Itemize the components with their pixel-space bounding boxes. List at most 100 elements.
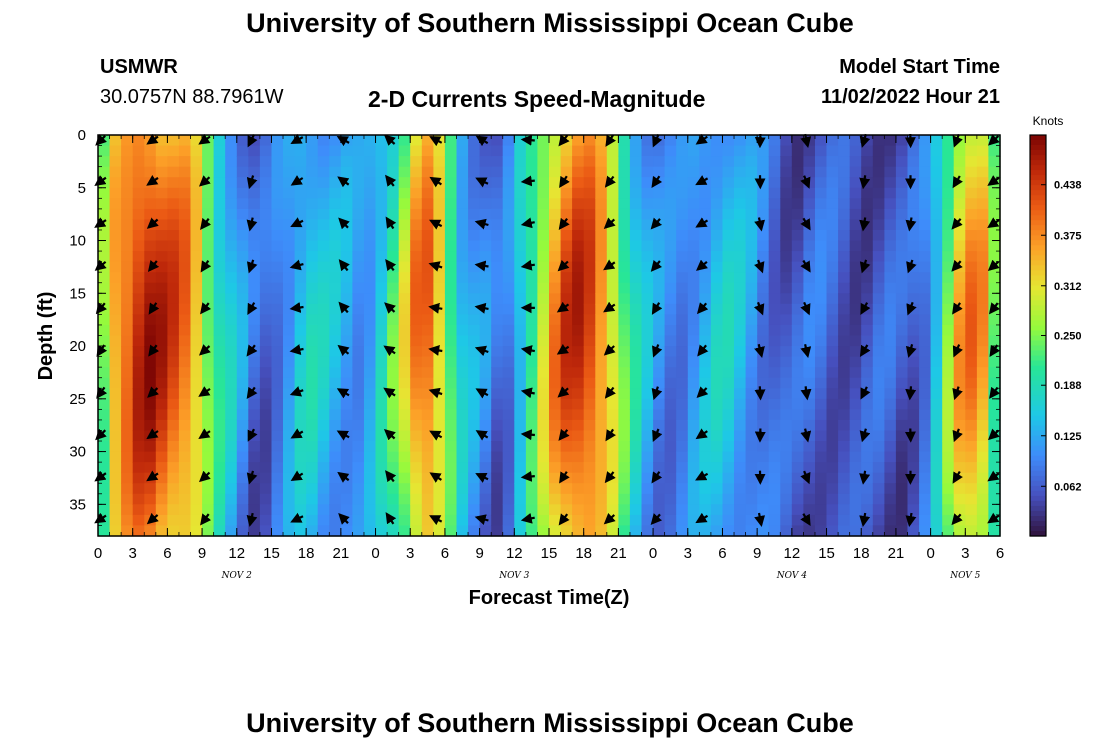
current-arrow	[557, 386, 570, 398]
heatmap-cell	[364, 377, 377, 389]
heatmap-cell	[213, 198, 226, 210]
heatmap-cell	[872, 367, 885, 379]
heatmap-cell	[653, 462, 666, 474]
heatmap-cell	[895, 282, 909, 294]
heatmap-cell	[768, 251, 781, 263]
heatmap-cell	[768, 388, 781, 400]
heatmap-cell	[791, 409, 804, 421]
heatmap-cell	[757, 356, 770, 368]
heatmap-cell	[583, 430, 596, 442]
heatmap-cell	[687, 303, 700, 315]
heatmap-cell	[502, 156, 515, 168]
heatmap-cell	[248, 251, 261, 263]
heatmap-cell	[167, 135, 180, 147]
heatmap-cell	[572, 324, 585, 337]
heatmap-cell	[491, 462, 504, 474]
heatmap-cell	[456, 398, 469, 410]
heatmap-cell	[757, 198, 770, 210]
current-arrow	[146, 512, 159, 525]
heatmap-cell	[433, 346, 446, 358]
heatmap-cell	[167, 514, 180, 527]
heatmap-cell	[213, 187, 226, 199]
heatmap-cell	[410, 493, 423, 505]
heatmap-cell	[444, 145, 458, 157]
heatmap-cell	[606, 356, 619, 368]
colorbar-segment	[1030, 505, 1046, 512]
heatmap-cell	[178, 282, 192, 294]
heatmap-cell	[976, 493, 990, 505]
heatmap-cell	[768, 166, 781, 178]
heatmap-cell	[629, 493, 643, 505]
heatmap-cell	[375, 504, 388, 516]
heatmap-cell	[942, 251, 955, 263]
heatmap-cell	[352, 272, 365, 284]
heatmap-cell	[109, 145, 122, 157]
heatmap-cell	[283, 324, 296, 337]
heatmap-cell	[942, 166, 955, 178]
heatmap-cell	[780, 409, 793, 421]
heatmap-cell	[653, 525, 666, 537]
heatmap-cell	[895, 198, 909, 210]
heatmap-cell	[687, 230, 700, 242]
heatmap-cell	[502, 261, 515, 273]
colorbar-tick-label: 0.250	[1054, 331, 1082, 343]
heatmap-cell	[734, 303, 747, 315]
heatmap-cell	[595, 208, 608, 221]
heatmap-cell	[155, 398, 168, 410]
heatmap-cell	[942, 472, 955, 484]
heatmap-cell	[757, 441, 770, 453]
current-arrow	[603, 512, 616, 525]
heatmap-cell	[421, 230, 434, 242]
heatmap-cell	[456, 335, 469, 347]
heatmap-cell	[710, 293, 724, 305]
heatmap-cell	[98, 419, 111, 432]
heatmap-cell	[930, 462, 943, 474]
heatmap-cell	[872, 135, 885, 147]
heatmap-cell	[907, 377, 920, 389]
heatmap-cell	[734, 156, 747, 168]
heatmap-cell	[907, 324, 920, 337]
heatmap-cell	[248, 314, 261, 326]
heatmap-cell	[329, 177, 342, 189]
heatmap-cell	[641, 409, 654, 421]
heatmap-cell	[919, 177, 932, 189]
heatmap-cell	[306, 462, 319, 474]
heatmap-cell	[479, 293, 492, 305]
heatmap-cell	[132, 388, 145, 400]
heatmap-cell	[595, 451, 608, 463]
heatmap-cell	[919, 419, 932, 432]
heatmap-cell	[491, 219, 504, 231]
heatmap-cell	[225, 493, 238, 505]
heatmap-cell	[745, 177, 758, 189]
heatmap-cell	[560, 314, 573, 326]
heatmap-cell	[768, 261, 781, 273]
heatmap-cell	[121, 135, 134, 147]
heatmap-cell	[294, 251, 307, 263]
heatmap-cell	[664, 240, 677, 252]
heatmap-cell	[202, 525, 215, 537]
heatmap-cell	[190, 451, 203, 463]
heatmap-cell	[433, 525, 446, 537]
heatmap-cell	[560, 251, 573, 263]
heatmap-cell	[444, 388, 458, 400]
heatmap-cell	[838, 504, 851, 516]
heatmap-cell	[826, 261, 839, 273]
heatmap-cell	[606, 462, 619, 474]
heatmap-cell	[514, 335, 527, 347]
heatmap-cell	[815, 324, 828, 337]
heatmap-cell	[329, 514, 342, 527]
heatmap-cell	[988, 483, 1001, 495]
current-arrow	[695, 428, 708, 440]
heatmap-cell	[942, 504, 955, 516]
heatmap-cell	[618, 156, 631, 168]
current-arrow	[859, 470, 871, 485]
heatmap-cell	[838, 430, 851, 442]
heatmap-cell	[491, 135, 504, 147]
heatmap-cell	[572, 166, 585, 178]
heatmap-cell	[988, 324, 1001, 337]
heatmap-cell	[525, 514, 539, 527]
heatmap-cell	[606, 314, 619, 326]
heatmap-cell	[953, 356, 966, 368]
heatmap-cell	[178, 240, 192, 252]
heatmap-cell	[98, 166, 111, 178]
